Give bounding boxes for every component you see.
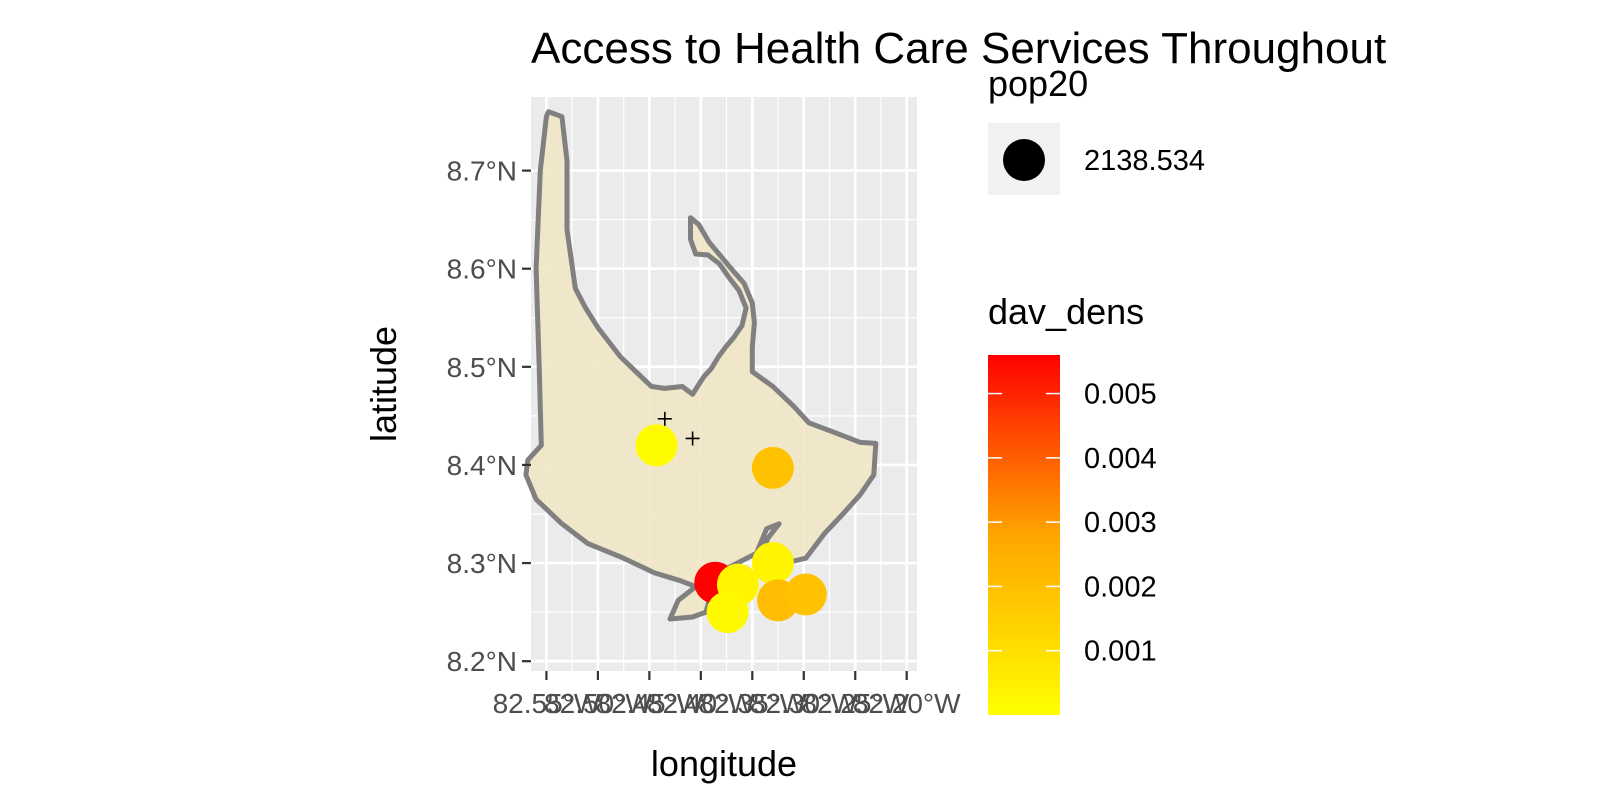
color-legend-title: dav_dens	[988, 291, 1144, 332]
size-legend: pop20 2138.534	[988, 63, 1205, 195]
x-tick-label: 82.45°W	[596, 688, 704, 719]
x-tick-label: 82.55°W	[493, 688, 601, 719]
data-point	[751, 542, 794, 585]
x-axis: 82.55°W82.50°W82.45°W82.40°W82.35°W82.30…	[493, 671, 961, 719]
size-legend-key-circle	[1003, 139, 1045, 181]
y-tick-label: 8.5°N	[447, 352, 517, 383]
region-layer	[523, 109, 879, 622]
region-boundary	[523, 109, 879, 622]
color-legend-label: 0.003	[1084, 507, 1157, 539]
color-legend-ticks: 0.005 0.004 0.003 0.002 0.001	[988, 379, 1157, 668]
color-legend-label: 0.001	[1084, 636, 1157, 668]
data-point	[706, 591, 749, 634]
plot-panel	[523, 97, 917, 671]
x-tick-label: 82.25°W	[801, 688, 909, 719]
data-point	[784, 573, 827, 616]
y-axis-title: latitude	[363, 326, 404, 442]
cross-marker	[657, 411, 672, 426]
x-tick-label: 82.40°W	[647, 688, 755, 719]
color-legend-label: 0.005	[1084, 379, 1157, 411]
x-tick-label: 82.20°W	[853, 688, 961, 719]
point-layer	[635, 424, 827, 634]
y-tick-label: 8.7°N	[447, 156, 517, 187]
color-legend-label: 0.004	[1084, 443, 1157, 475]
size-legend-label: 2138.534	[1084, 145, 1205, 177]
y-tick-label: 8.6°N	[447, 254, 517, 285]
color-legend: dav_dens 0.005 0.004 0.003 0.002 0.001	[988, 291, 1157, 715]
x-tick-label: 82.30°W	[750, 688, 858, 719]
color-legend-bar	[988, 355, 1060, 715]
x-tick-label: 82.35°W	[698, 688, 806, 719]
y-tick-label: 8.4°N	[447, 450, 517, 481]
size-legend-title: pop20	[988, 63, 1088, 104]
y-tick-label: 8.3°N	[447, 548, 517, 579]
marker-layer	[657, 411, 700, 446]
data-point	[635, 424, 678, 467]
x-tick-label: 82.50°W	[544, 688, 652, 719]
chart-title: Access to Health Care Services Throughou…	[531, 24, 1386, 73]
y-axis: 8.2°N 8.3°N 8.4°N 8.5°N 8.6°N 8.7°N	[447, 156, 531, 677]
y-tick-label: 8.2°N	[447, 646, 517, 677]
color-legend-label: 0.002	[1084, 571, 1157, 603]
x-axis-title: longitude	[651, 743, 797, 784]
cross-marker	[685, 431, 700, 446]
data-point	[751, 446, 794, 489]
